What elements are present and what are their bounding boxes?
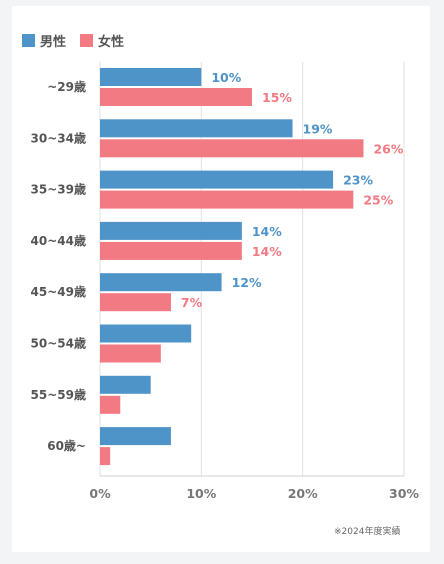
legend-item-male: 男性 xyxy=(22,31,66,50)
legend-label-female: 女性 xyxy=(98,35,125,50)
bar-female xyxy=(100,241,242,260)
bar-female xyxy=(100,190,354,209)
x-tick-label: 30% xyxy=(389,486,419,501)
category-label: 55~59歳 xyxy=(31,387,86,402)
bar-female xyxy=(100,88,252,106)
bar-male xyxy=(100,273,222,292)
bar-male xyxy=(100,221,242,240)
category-label: 35~39歳 xyxy=(31,182,86,197)
bar-female xyxy=(100,293,171,312)
bar-male xyxy=(100,68,202,86)
legend-swatch-male xyxy=(22,34,35,47)
category-label: 40~44歳 xyxy=(31,233,86,248)
legend-label-male: 男性 xyxy=(40,35,67,50)
chart-legend: 男性 女性 xyxy=(22,31,124,50)
x-tick-label: 10% xyxy=(186,486,216,501)
data-label: 19% xyxy=(303,121,333,136)
data-label: 14% xyxy=(252,244,282,259)
bar-male xyxy=(100,119,293,138)
footnote: ※2024年度実績 xyxy=(334,527,401,537)
bar-male xyxy=(100,375,151,394)
legend-swatch-female xyxy=(80,34,94,47)
bar-male xyxy=(100,170,334,189)
bar-male xyxy=(100,427,171,446)
data-label: 14% xyxy=(252,224,282,239)
data-label: 10% xyxy=(211,70,241,85)
x-tick-label: 0% xyxy=(89,486,111,501)
data-label: 26% xyxy=(373,141,403,156)
data-label: 25% xyxy=(363,193,393,208)
bar-female xyxy=(100,447,111,466)
data-label: 23% xyxy=(343,173,373,188)
legend-item-female: 女性 xyxy=(80,31,124,50)
bar-female xyxy=(100,344,161,363)
bar-female xyxy=(100,139,364,158)
data-label: 7% xyxy=(181,295,203,310)
bar-female xyxy=(100,395,121,414)
bar-male xyxy=(100,324,192,343)
category-label: 45~49歳 xyxy=(31,284,86,299)
category-label: ~29歳 xyxy=(47,79,86,94)
category-label: 30~34歳 xyxy=(31,130,86,145)
data-label: 15% xyxy=(262,90,292,105)
category-label: 50~54歳 xyxy=(31,336,86,351)
x-tick-label: 20% xyxy=(288,486,318,501)
category-label: 60歳~ xyxy=(47,438,86,453)
data-label: 12% xyxy=(232,275,262,290)
